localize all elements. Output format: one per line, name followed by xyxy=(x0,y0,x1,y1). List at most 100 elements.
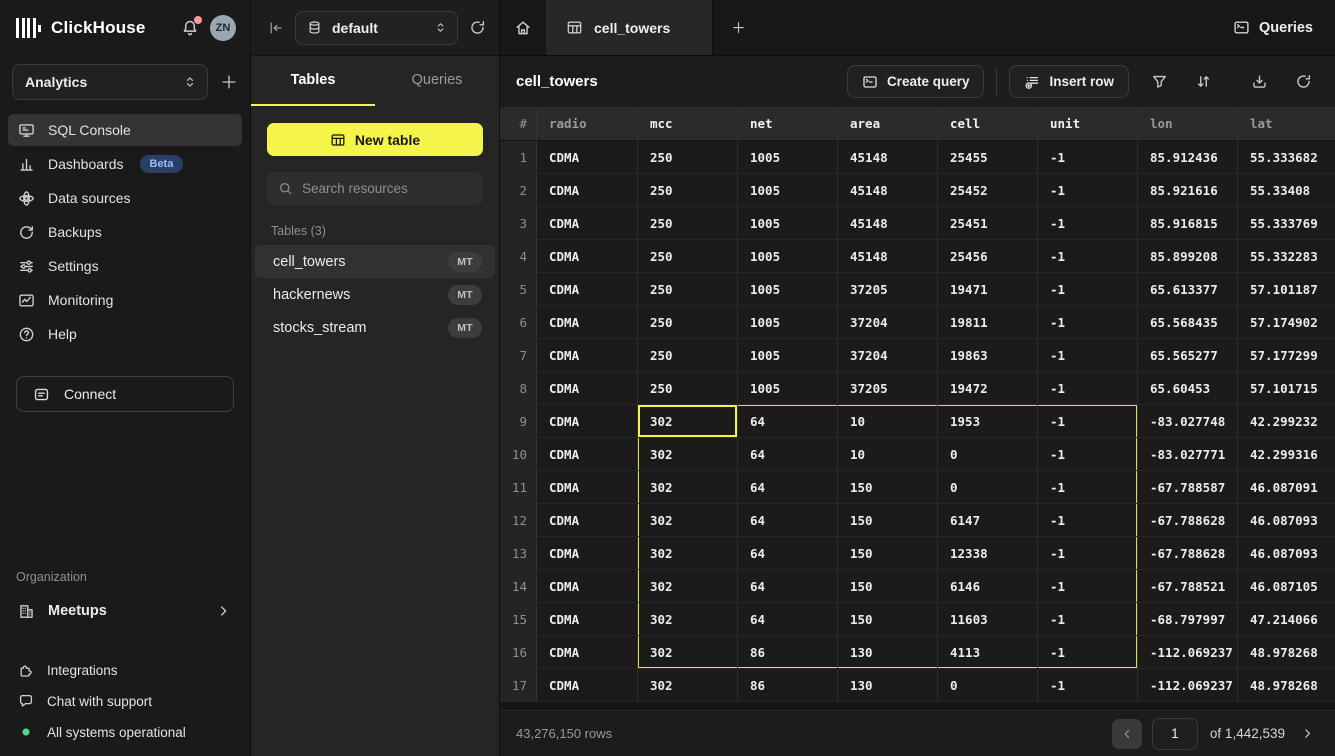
cell-radio[interactable]: CDMA xyxy=(537,438,638,471)
cell-lon[interactable]: -112.069237 xyxy=(1138,669,1238,702)
row-number[interactable]: 15 xyxy=(500,603,537,636)
tab-queries[interactable]: Queries xyxy=(375,56,499,106)
cell-lat[interactable]: 57.177299 xyxy=(1238,339,1335,372)
cell-cell[interactable]: 19472 xyxy=(938,372,1038,405)
cell-lat[interactable]: 55.333769 xyxy=(1238,207,1335,240)
cell-net[interactable]: 64 xyxy=(738,537,838,570)
cell-lon[interactable]: -83.027771 xyxy=(1138,438,1238,471)
cell-lat[interactable]: 42.299316 xyxy=(1238,438,1335,471)
sidebar-item-monitoring[interactable]: Monitoring xyxy=(8,284,242,316)
new-tab-button[interactable] xyxy=(713,20,763,35)
cell-unit[interactable]: -1 xyxy=(1038,636,1138,669)
table-item-hackernews[interactable]: hackernewsMT xyxy=(255,278,495,311)
cell-unit[interactable]: -1 xyxy=(1038,240,1138,273)
cell-lat[interactable]: 57.101715 xyxy=(1238,372,1335,405)
cell-lat[interactable]: 57.101187 xyxy=(1238,273,1335,306)
cell-radio[interactable]: CDMA xyxy=(537,405,638,438)
cell-unit[interactable]: -1 xyxy=(1038,570,1138,603)
cell-net[interactable]: 1005 xyxy=(738,240,838,273)
cell-net[interactable]: 64 xyxy=(738,570,838,603)
cell-net[interactable]: 1005 xyxy=(738,306,838,339)
cell-area[interactable]: 37205 xyxy=(838,372,938,405)
next-page-button[interactable] xyxy=(1295,722,1319,746)
cell-lon[interactable]: 85.921616 xyxy=(1138,174,1238,207)
cell-area[interactable]: 10 xyxy=(838,405,938,438)
sidebar-item-sql-console[interactable]: SQL Console xyxy=(8,114,242,146)
cell-lat[interactable]: 46.087093 xyxy=(1238,504,1335,537)
cell-cell[interactable]: 19863 xyxy=(938,339,1038,372)
cell-lat[interactable]: 46.087093 xyxy=(1238,537,1335,570)
cell-net[interactable]: 64 xyxy=(738,471,838,504)
sidebar-item-help[interactable]: Help xyxy=(8,318,242,350)
sidebar-item-chat-with-support[interactable]: Chat with support xyxy=(18,693,232,709)
cell-cell[interactable]: 11603 xyxy=(938,603,1038,636)
cell-unit[interactable]: -1 xyxy=(1038,174,1138,207)
cell-net[interactable]: 1005 xyxy=(738,273,838,306)
cell-lon[interactable]: 85.916815 xyxy=(1138,207,1238,240)
cell-cell[interactable]: 19471 xyxy=(938,273,1038,306)
row-number[interactable]: 14 xyxy=(500,570,537,603)
cell-cell[interactable]: 1953 xyxy=(938,405,1038,438)
sidebar-item-meetups[interactable]: Meetups xyxy=(8,594,242,628)
cell-area[interactable]: 37204 xyxy=(838,306,938,339)
cell-net[interactable]: 64 xyxy=(738,603,838,636)
cell-unit[interactable]: -1 xyxy=(1038,504,1138,537)
column-header-net[interactable]: net xyxy=(738,107,838,141)
cell-mcc[interactable]: 302 xyxy=(638,504,738,537)
cell-mcc[interactable]: 302 xyxy=(638,669,738,702)
cell-area[interactable]: 45148 xyxy=(838,141,938,174)
cell-lon[interactable]: 65.565277 xyxy=(1138,339,1238,372)
cell-net[interactable]: 1005 xyxy=(738,141,838,174)
queries-link[interactable]: Queries xyxy=(1233,19,1335,36)
row-number[interactable]: 5 xyxy=(500,273,537,306)
cell-radio[interactable]: CDMA xyxy=(537,273,638,306)
filter-button[interactable] xyxy=(1143,66,1175,98)
collapse-panel-button[interactable] xyxy=(268,20,284,36)
row-number[interactable]: 11 xyxy=(500,471,537,504)
cell-unit[interactable]: -1 xyxy=(1038,372,1138,405)
cell-area[interactable]: 150 xyxy=(838,471,938,504)
row-number[interactable]: 10 xyxy=(500,438,537,471)
cell-lon[interactable]: 85.912436 xyxy=(1138,141,1238,174)
cell-net[interactable]: 86 xyxy=(738,669,838,702)
cell-radio[interactable]: CDMA xyxy=(537,240,638,273)
cell-mcc[interactable]: 250 xyxy=(638,174,738,207)
row-number[interactable]: 12 xyxy=(500,504,537,537)
cell-lat[interactable]: 48.978268 xyxy=(1238,636,1335,669)
cell-radio[interactable]: CDMA xyxy=(537,504,638,537)
cell-lon[interactable]: -67.788587 xyxy=(1138,471,1238,504)
cell-unit[interactable]: -1 xyxy=(1038,438,1138,471)
cell-radio[interactable]: CDMA xyxy=(537,207,638,240)
row-number[interactable]: 4 xyxy=(500,240,537,273)
row-number[interactable]: 6 xyxy=(500,306,537,339)
table-item-cell-towers[interactable]: cell_towersMT xyxy=(255,245,495,278)
cell-area[interactable]: 130 xyxy=(838,669,938,702)
cell-radio[interactable]: CDMA xyxy=(537,636,638,669)
row-number[interactable]: 17 xyxy=(500,669,537,702)
cell-unit[interactable]: -1 xyxy=(1038,603,1138,636)
table-item-stocks-stream[interactable]: stocks_streamMT xyxy=(255,311,495,344)
row-number[interactable]: 13 xyxy=(500,537,537,570)
clickhouse-home-link[interactable]: ClickHouse xyxy=(16,17,146,39)
sidebar-item-dashboards[interactable]: DashboardsBeta xyxy=(8,148,242,180)
cell-area[interactable]: 37205 xyxy=(838,273,938,306)
cell-lat[interactable]: 46.087091 xyxy=(1238,471,1335,504)
cell-radio[interactable]: CDMA xyxy=(537,141,638,174)
cell-net[interactable]: 64 xyxy=(738,438,838,471)
cell-mcc[interactable]: 250 xyxy=(638,207,738,240)
cell-lon[interactable]: -68.797997 xyxy=(1138,603,1238,636)
cell-lon[interactable]: -67.788521 xyxy=(1138,570,1238,603)
row-number[interactable]: 2 xyxy=(500,174,537,207)
cell-radio[interactable]: CDMA xyxy=(537,372,638,405)
cell-area[interactable]: 150 xyxy=(838,504,938,537)
cell-area[interactable]: 130 xyxy=(838,636,938,669)
cell-radio[interactable]: CDMA xyxy=(537,174,638,207)
sidebar-item-backups[interactable]: Backups xyxy=(8,216,242,248)
connect-button[interactable]: Connect xyxy=(16,376,234,412)
notifications-bell-icon[interactable] xyxy=(181,19,199,37)
sidebar-item-integrations[interactable]: Integrations xyxy=(18,662,232,678)
cell-lon[interactable]: -67.788628 xyxy=(1138,504,1238,537)
cell-net[interactable]: 64 xyxy=(738,405,838,438)
row-number[interactable]: 7 xyxy=(500,339,537,372)
add-service-button[interactable] xyxy=(220,73,238,91)
